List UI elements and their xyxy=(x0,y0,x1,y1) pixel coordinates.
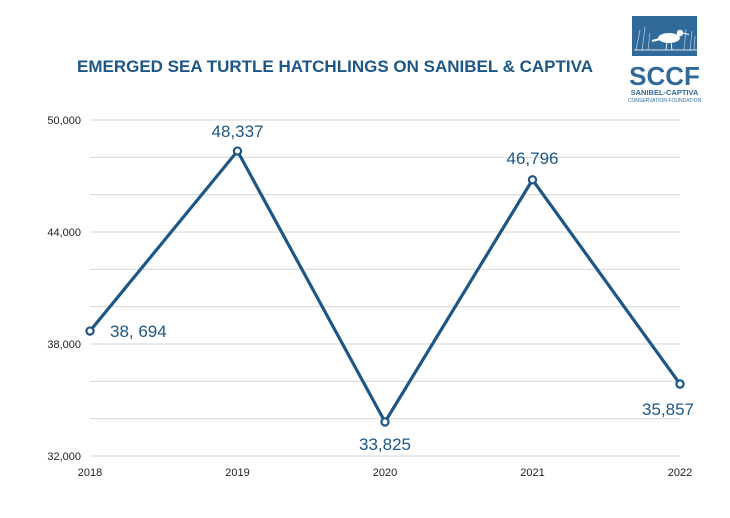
data-point xyxy=(675,379,685,389)
data-point xyxy=(232,146,243,156)
y-axis-ticks: 32,000 38,000 44,000 50,000 xyxy=(47,115,81,463)
data-label: 46,796 xyxy=(507,149,559,168)
x-tick-label: 2021 xyxy=(520,467,544,479)
y-tick-label: 32,000 xyxy=(47,451,81,463)
chart-title: EMERGED SEA TURTLE HATCHLINGS ON SANIBEL… xyxy=(77,57,593,76)
data-point xyxy=(380,417,390,427)
x-tick-label: 2022 xyxy=(668,467,692,479)
data-label: 38, 694 xyxy=(110,322,167,341)
data-label: 33,825 xyxy=(359,435,411,454)
x-tick-label: 2020 xyxy=(373,467,397,479)
y-tick-label: 44,000 xyxy=(47,227,81,239)
x-axis-ticks: 2018 2019 2020 2021 2022 xyxy=(78,467,692,479)
logo-line2: CONSERVATION FOUNDATION xyxy=(628,98,702,104)
data-label: 35,857 xyxy=(642,400,694,419)
logo-line1: SANIBEL-CAPTIVA xyxy=(631,88,699,97)
data-points xyxy=(85,146,685,427)
data-point xyxy=(85,326,95,336)
data-label: 48,337 xyxy=(212,122,264,141)
gridlines xyxy=(90,119,680,457)
y-tick-label: 50,000 xyxy=(47,115,81,127)
logo-acronym: SCCF xyxy=(629,61,700,91)
x-tick-label: 2019 xyxy=(225,467,249,479)
shorebird-icon xyxy=(634,26,697,52)
sccf-logo: SCCF SANIBEL-CAPTIVA CONSERVATION FOUNDA… xyxy=(628,16,702,104)
x-tick-label: 2018 xyxy=(78,467,102,479)
y-tick-label: 38,000 xyxy=(47,339,81,351)
data-labels: 38, 694 48,337 33,825 46,796 35,857 xyxy=(110,122,694,454)
data-point xyxy=(527,175,538,185)
